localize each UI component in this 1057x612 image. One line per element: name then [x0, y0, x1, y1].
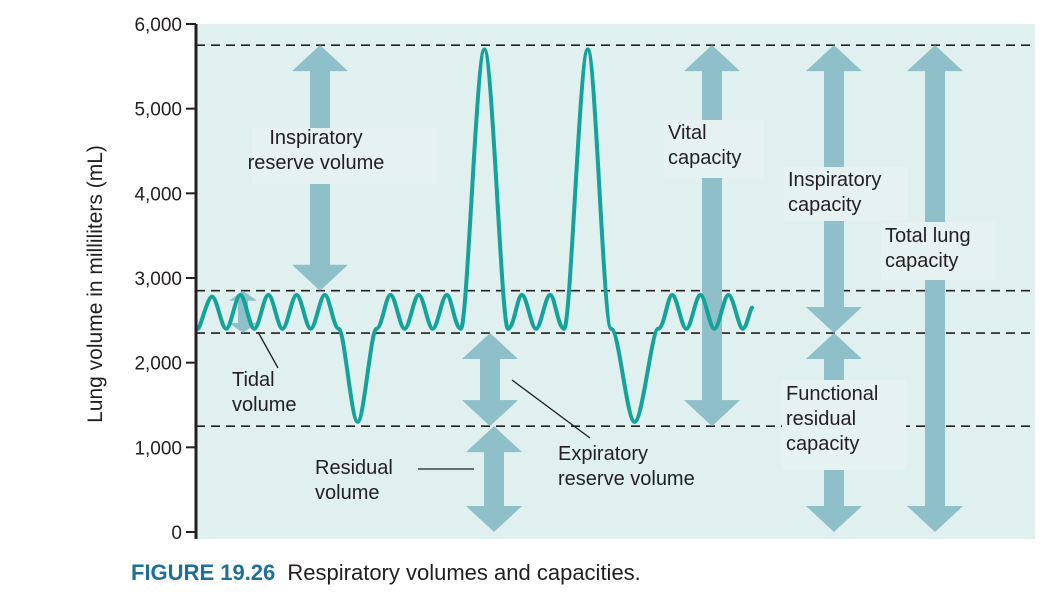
expiratory-leader [511, 379, 591, 439]
expiratory-reserve-volume-arrow [462, 333, 518, 427]
reference-lines [196, 44, 1035, 427]
inspiratory-reserve-volume-label-bg [252, 128, 438, 184]
functional-residual-capacity-label-line: capacity [786, 433, 859, 455]
inspiratory-capacity-label-line: capacity [788, 194, 861, 216]
label-leaders [257, 331, 591, 470]
total-lung-capacity-label-line: capacity [885, 250, 958, 272]
functional-residual-capacity-label-line: residual [786, 408, 856, 430]
y-tick-label: 0 [171, 523, 182, 544]
inspiratory-reserve-volume-label-line: reserve volume [248, 152, 385, 174]
y-tick-label: 4,000 [134, 184, 182, 205]
y-tick-label: 2,000 [134, 354, 182, 375]
residual-volume-label-line: Residual [315, 457, 393, 479]
inspiratory-capacity-label: Inspiratory capacity [788, 169, 881, 216]
total-lung-capacity-arrow [907, 45, 963, 533]
functional-residual-capacity-label-bg [782, 380, 906, 470]
residual-volume-label: Residual volume [315, 457, 393, 504]
expiratory-reserve-volume-label: Expiratory reserve volume [558, 443, 695, 490]
tidal-volume-label-line: volume [232, 394, 296, 416]
y-tick-label: 5,000 [134, 100, 182, 121]
vital-capacity-label-line: Vital [668, 122, 707, 144]
y-axis-label: Lung volume in milliliters (mL) [84, 145, 107, 423]
volume-labels: Inspiratory reserve volume Tidal volume Expi… [232, 120, 995, 504]
residual-volume-arrow [466, 426, 522, 532]
figure-caption: FIGURE 19.26 Respiratory volumes and cap… [131, 560, 641, 586]
total-lung-capacity-label: Total lung capacity [885, 225, 971, 272]
inspiratory-reserve-volume-label: Inspiratory reserve volume [248, 127, 385, 174]
y-tick-label: 6,000 [134, 15, 182, 36]
tidal-volume-arrow [229, 290, 257, 334]
functional-residual-capacity-label-line: Functional [786, 383, 878, 405]
expiratory-reserve-volume-label-line: reserve volume [558, 468, 695, 490]
expiratory-reserve-volume-label-line: Expiratory [558, 443, 648, 465]
total-lung-capacity-label-bg [881, 222, 995, 280]
functional-residual-capacity-label: Functional residual capacity [786, 383, 878, 455]
inspiratory-capacity-label-line: Inspiratory [788, 169, 881, 191]
vital-capacity-label-line: capacity [668, 147, 741, 169]
total-lung-capacity-label-line: Total lung [885, 225, 971, 247]
y-tick-label: 1,000 [134, 438, 182, 459]
lung-volume-chart: 0 1,000 2,000 3,000 4,000 5,000 6,000 Lung vol… [84, 15, 1035, 544]
vital-capacity-label-bg [664, 120, 764, 178]
figure-number: FIGURE 19.26 [131, 560, 276, 585]
vital-capacity-label: Vital capacity [668, 122, 741, 169]
figure-caption-text: Respiratory volumes and capacities. [287, 560, 641, 585]
inspiratory-capacity-label-bg [784, 167, 908, 221]
inspiratory-reserve-volume-label-line: Inspiratory [269, 127, 362, 149]
tidal-volume-label-line: Tidal [232, 369, 275, 391]
vital-capacity-arrow [684, 45, 740, 427]
y-axis-ticks: 0 1,000 2,000 3,000 4,000 5,000 6,000 [134, 15, 196, 544]
tidal-volume-label: Tidal volume [232, 369, 296, 416]
tidal-leader [257, 331, 279, 369]
y-tick-label: 3,000 [134, 269, 182, 290]
residual-volume-label-line: volume [315, 482, 379, 504]
spirogram-trace [196, 47, 754, 424]
